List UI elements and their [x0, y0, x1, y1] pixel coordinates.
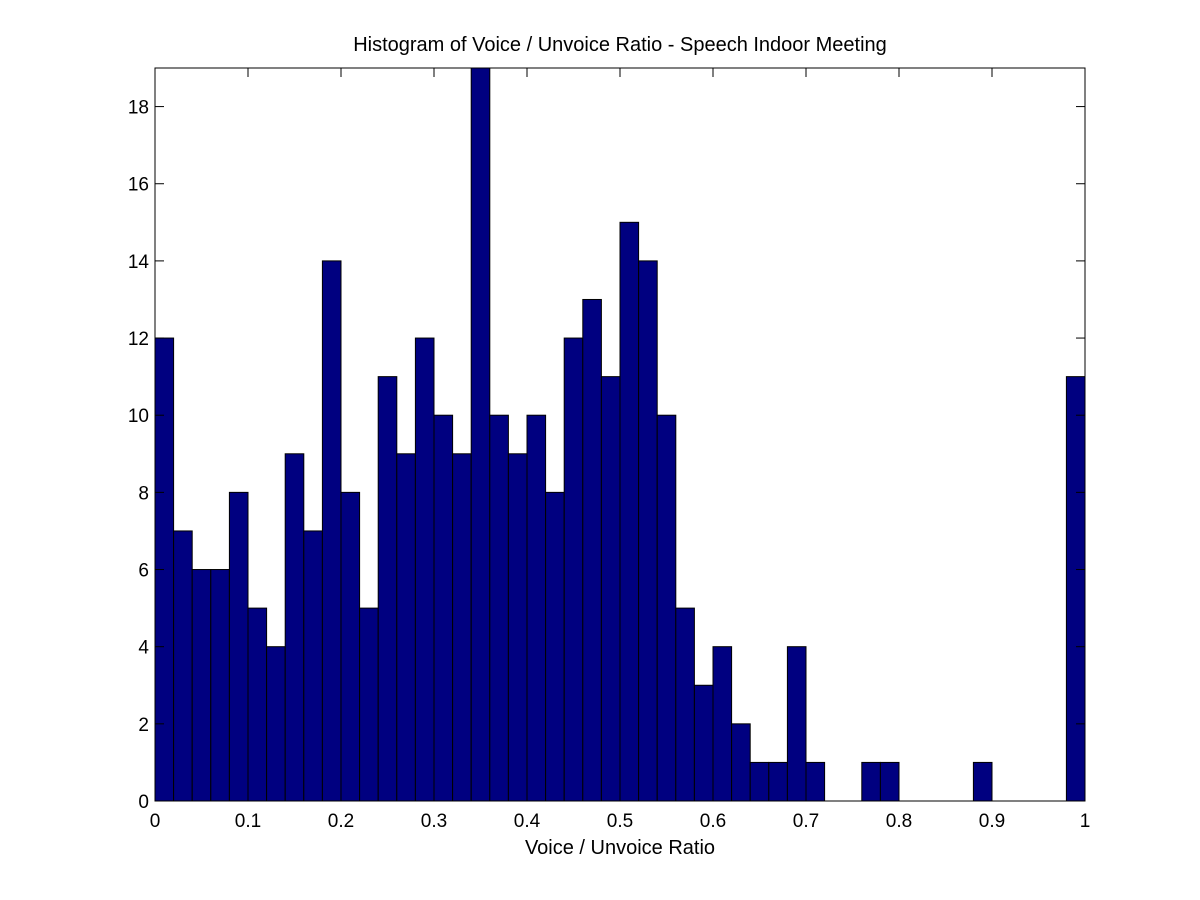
histogram-bar — [600, 376, 621, 802]
bars-layer — [154, 67, 1086, 802]
x-tick-label: 0.1 — [235, 811, 261, 832]
histogram-bar — [861, 761, 881, 802]
histogram-bar — [303, 530, 323, 802]
histogram-bar — [210, 569, 230, 802]
histogram-bar — [712, 646, 733, 802]
histogram-bar — [526, 414, 547, 802]
histogram-bar — [377, 376, 398, 802]
histogram-bar — [340, 491, 361, 802]
histogram-bar — [879, 761, 900, 802]
histogram-bar — [470, 67, 491, 802]
histogram-bar — [619, 221, 640, 802]
y-tick-label: 6 — [138, 561, 149, 582]
histogram-bar — [414, 337, 435, 802]
histogram-bar — [359, 607, 379, 802]
x-tick-label: 0.4 — [514, 811, 541, 832]
histogram-bar — [545, 491, 565, 802]
x-tick-label: 1 — [1080, 811, 1091, 832]
histogram-bar — [582, 298, 602, 802]
x-tick-label: 0.5 — [607, 811, 633, 832]
y-tick-label: 2 — [138, 715, 149, 736]
y-tick-label: 14 — [128, 252, 150, 273]
x-tick-label: 0.3 — [421, 811, 447, 832]
histogram-bar — [675, 607, 695, 802]
histogram-bar — [321, 260, 342, 802]
tick-labels-layer: 0 0.1 0.2 0.3 0.4 0.5 0.6 0.7 0.8 0.9 102468101214… — [128, 98, 1090, 832]
histogram-bar — [191, 569, 212, 802]
histogram-bar — [656, 414, 677, 802]
histogram-bar — [805, 761, 826, 802]
histogram-bar — [173, 530, 193, 802]
histogram-bar — [284, 453, 305, 802]
y-tick-label: 0 — [138, 792, 149, 813]
x-tick-label: 0.6 — [700, 811, 726, 832]
histogram-bar — [731, 723, 751, 802]
histogram-bar — [749, 761, 770, 802]
y-tick-label: 16 — [128, 175, 149, 196]
histogram-bar — [786, 646, 807, 802]
histogram-bar — [266, 646, 286, 802]
histogram-bar — [563, 337, 584, 802]
histogram-bar — [396, 453, 416, 802]
x-tick-label: 0.2 — [328, 811, 354, 832]
histogram-bar — [693, 684, 714, 802]
histogram-bar — [433, 414, 454, 802]
histogram-bar — [489, 414, 509, 802]
histogram-bar — [972, 761, 993, 802]
ticks-layer — [154, 68, 1086, 802]
x-axis-label: Voice / Unvoice Ratio — [525, 837, 715, 859]
histogram-bar — [638, 260, 658, 802]
histogram-bar — [768, 761, 788, 802]
y-tick-label: 18 — [128, 98, 149, 119]
y-tick-label: 12 — [128, 329, 149, 350]
histogram-bar — [507, 453, 528, 802]
y-tick-label: 8 — [138, 483, 149, 504]
histogram-bar — [247, 607, 268, 802]
x-tick-label: 0.7 — [793, 811, 819, 832]
histogram-bar — [1065, 376, 1086, 802]
y-tick-label: 4 — [138, 638, 149, 659]
x-tick-label: 0.8 — [886, 811, 912, 832]
x-tick-label: 0.9 — [979, 811, 1005, 832]
y-tick-label: 10 — [128, 406, 149, 427]
histogram-bar — [452, 453, 472, 802]
x-tick-label: 0 — [150, 811, 161, 832]
histogram-bar — [228, 491, 249, 802]
chart-title: Histogram of Voice / Unvoice Ratio - Spe… — [353, 34, 887, 56]
